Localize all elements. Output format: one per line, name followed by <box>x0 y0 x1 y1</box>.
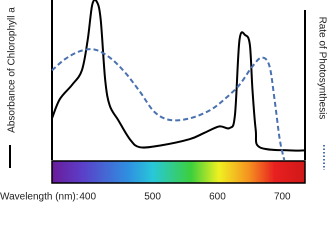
x-axis-label: Wavelength (nm): <box>0 192 79 203</box>
y-axis-label: Absorbance of Chlorophyll a <box>7 7 18 133</box>
series-line <box>51 0 305 152</box>
y2-axis-label: Rate of Photosynthesis <box>316 17 327 120</box>
x-tick-label: 600 <box>209 192 226 203</box>
x-tick-label: 500 <box>144 192 161 203</box>
x-tick-label: 700 <box>274 192 291 203</box>
x-tick-label: 400 <box>79 192 96 203</box>
spectrum-bar <box>51 160 306 184</box>
chart: Absorbance of Chlorophyll a Rate of Phot… <box>0 0 327 203</box>
series-line <box>51 48 286 161</box>
